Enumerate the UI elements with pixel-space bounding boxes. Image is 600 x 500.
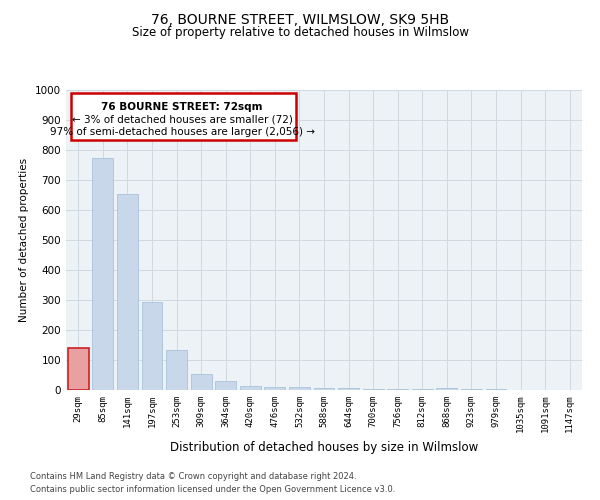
Text: ← 3% of detached houses are smaller (72): ← 3% of detached houses are smaller (72) (71, 114, 293, 124)
Bar (265, 387, 286, 390)
Text: Size of property relative to detached houses in Wilmslow: Size of property relative to detached ho… (131, 26, 469, 39)
X-axis label: Distribution of detached houses by size in Wilmslow: Distribution of detached houses by size … (170, 441, 478, 454)
Bar (338, 388, 359, 390)
Bar (117, 194, 138, 390)
Bar (461, 389, 482, 390)
Bar (92, 158, 113, 390)
Bar (436, 388, 457, 390)
Bar (166, 350, 187, 390)
Text: 97% of semi-detached houses are larger (2,056) →: 97% of semi-detached houses are larger (… (50, 127, 314, 137)
Y-axis label: Number of detached properties: Number of detached properties (19, 158, 29, 322)
Bar (362, 388, 383, 390)
Bar (412, 388, 433, 390)
FancyBboxPatch shape (71, 93, 296, 140)
Bar (240, 386, 261, 390)
Text: 76, BOURNE STREET, WILMSLOW, SK9 5HB: 76, BOURNE STREET, WILMSLOW, SK9 5HB (151, 12, 449, 26)
Bar (387, 388, 408, 390)
Text: Contains public sector information licensed under the Open Government Licence v3: Contains public sector information licen… (30, 485, 395, 494)
Bar (68, 348, 89, 390)
Bar (191, 374, 212, 390)
Bar (289, 387, 310, 390)
Text: 76 BOURNE STREET: 72sqm: 76 BOURNE STREET: 72sqm (101, 102, 263, 112)
Bar (142, 302, 163, 390)
Bar (314, 388, 334, 390)
Bar (215, 381, 236, 390)
Text: Contains HM Land Registry data © Crown copyright and database right 2024.: Contains HM Land Registry data © Crown c… (30, 472, 356, 481)
